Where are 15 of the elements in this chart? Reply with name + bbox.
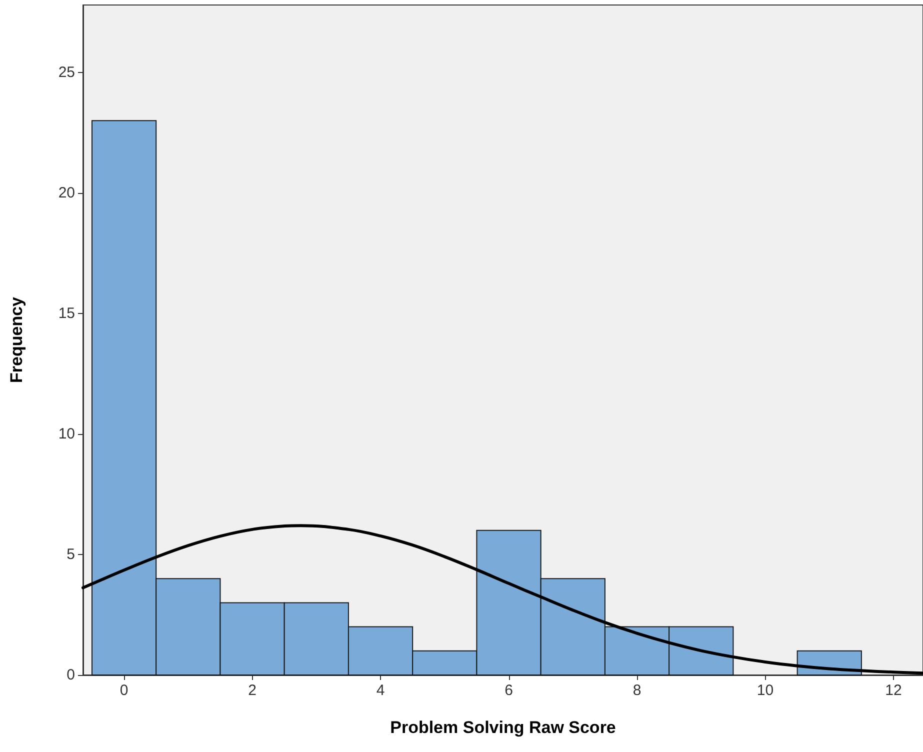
- y-axis-title: Frequency: [7, 296, 26, 383]
- x-tick-label: 0: [120, 682, 128, 699]
- x-tick-label: 6: [504, 682, 513, 699]
- y-tick-label: 20: [58, 184, 75, 202]
- x-axis-title: Problem Solving Raw Score: [390, 718, 616, 737]
- x-tick-label: 12: [885, 682, 902, 699]
- y-tick-label: 10: [58, 425, 75, 442]
- x-tick-label: 8: [632, 682, 642, 699]
- y-tick-label: 15: [58, 304, 75, 322]
- x-tick-label: 4: [376, 682, 385, 699]
- x-tick-label: 2: [248, 682, 256, 699]
- x-tick-label: 10: [756, 682, 774, 699]
- y-tick-label: 0: [66, 666, 75, 684]
- y-tick-label: 5: [66, 546, 75, 563]
- y-tick-label: 25: [58, 64, 75, 81]
